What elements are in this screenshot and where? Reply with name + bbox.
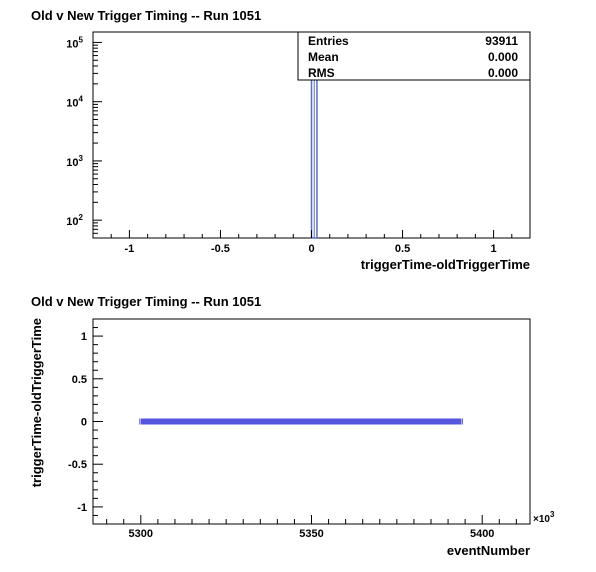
x-tick-label: -1 <box>125 243 135 255</box>
y-tick-label: 0.5 <box>72 374 87 386</box>
x-tick-label: -0.5 <box>211 243 230 255</box>
stats-value: 93911 <box>485 34 518 48</box>
y-tick-label: 103 <box>66 154 83 169</box>
stats-box <box>297 31 531 81</box>
bottom-chart-title: Old v New Trigger Timing -- Run 1051 <box>31 294 262 309</box>
x-tick-label: 5300 <box>129 528 153 540</box>
stats-value: 0.000 <box>488 66 518 80</box>
y-tick-label: 105 <box>66 35 83 50</box>
x-tick-label: 0 <box>308 243 314 255</box>
stats-label: RMS <box>308 66 335 80</box>
x-axis-multiplier: ×103 <box>533 510 555 525</box>
y-axis-label: triggerTime-oldTriggerTime <box>29 318 44 487</box>
stats-value: 0.000 <box>488 50 518 64</box>
x-tick-label: 0.5 <box>395 243 410 255</box>
y-tick-label: 1 <box>81 331 87 343</box>
x-tick-label: 1 <box>491 243 497 255</box>
histogram-chart: -1 -0.5 0 0.5 1 triggerTime-oldTriggerTime 102… <box>66 31 531 272</box>
y-tick-label: 104 <box>66 95 83 110</box>
stats-label: Entries <box>308 34 349 48</box>
y-tick-label: -0.5 <box>68 459 87 471</box>
scatter-series-band-0 <box>140 418 462 425</box>
y-tick-label: -1 <box>77 502 87 514</box>
stats-label: Mean <box>308 50 339 64</box>
y-tick-label: 0 <box>81 417 87 429</box>
top-chart-title: Old v New Trigger Timing -- Run 1051 <box>31 8 262 23</box>
x-axis-label: triggerTime-oldTriggerTime <box>361 257 530 272</box>
x-tick-label: 5350 <box>299 528 323 540</box>
x-axis-label: eventNumber <box>447 543 530 558</box>
y-tick-label: 102 <box>66 213 83 228</box>
x-tick-label: 5400 <box>470 528 494 540</box>
